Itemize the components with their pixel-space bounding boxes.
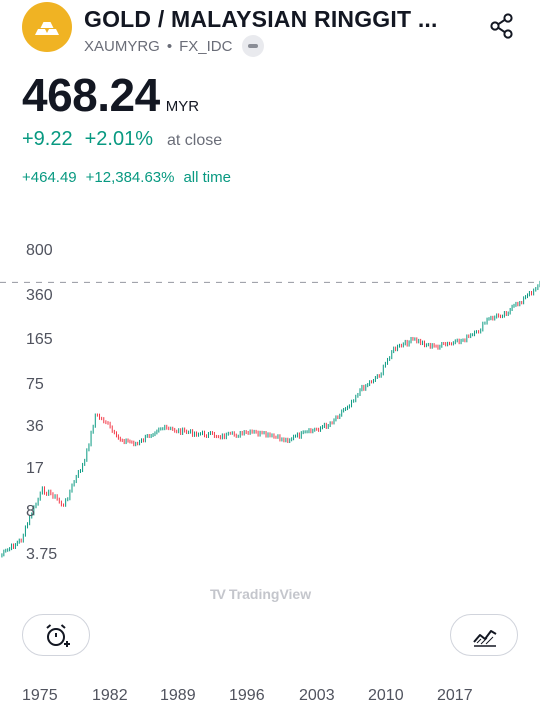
- y-axis-tick-label: 3.75: [26, 546, 58, 563]
- price-chart[interactable]: 800 360 165 75 36 17 8 3.75: [0, 230, 540, 630]
- x-axis-tick-label: 1975: [22, 687, 58, 704]
- gold-bars-icon: [22, 2, 72, 52]
- alltime-absolute: +464.49: [22, 169, 77, 186]
- symbol-ticker: XAUMYRG: [84, 37, 160, 55]
- x-axis: 1975 1982 1989 1996 2003 2010 2017: [0, 687, 540, 709]
- symbol-subtitle: XAUMYRG • FX_IDC: [84, 35, 265, 57]
- daily-change: +9.22 +2.01% at close: [22, 128, 222, 151]
- x-axis-tick-label: 2017: [437, 687, 473, 704]
- x-axis-tick-label: 1996: [229, 687, 265, 704]
- exchange-source: FX_IDC: [179, 37, 233, 55]
- y-axis-tick-label: 165: [26, 331, 53, 349]
- y-axis-tick-label: 17: [26, 460, 44, 478]
- x-axis-tick-label: 1982: [92, 687, 128, 704]
- change-absolute: +9.22: [22, 128, 73, 150]
- open-full-chart-button[interactable]: [450, 614, 518, 656]
- tradingview-watermark: TV TradingView: [210, 586, 311, 602]
- price-block: 468.24 MYR: [22, 68, 199, 122]
- share-icon[interactable]: [488, 12, 516, 40]
- symbol-title: GOLD / MALAYSIAN RINGGIT ...: [84, 6, 438, 32]
- add-alert-button[interactable]: [22, 614, 90, 656]
- last-price: 468.24: [22, 69, 160, 121]
- x-axis-tick-label: 1989: [160, 687, 196, 704]
- y-axis-tick-label: 75: [26, 376, 44, 394]
- change-label: at close: [167, 132, 223, 149]
- y-axis-tick-label: 36: [26, 417, 44, 435]
- y-axis-tick-label: 800: [26, 242, 53, 259]
- full-chart-icon: [473, 630, 497, 647]
- watermark-text: TradingView: [228, 586, 312, 602]
- symbol-header: GOLD / MALAYSIAN RINGGIT ... XAUMYRG • F…: [22, 2, 532, 60]
- y-axis-tick-label: 360: [26, 287, 53, 305]
- alltime-percent: +12,384.63%: [85, 169, 175, 186]
- y-axis-tick-label: 8: [26, 503, 35, 521]
- change-percent: +2.01%: [84, 128, 153, 150]
- add-alert-icon: [46, 624, 70, 647]
- market-status-icon[interactable]: [242, 35, 265, 57]
- alltime-change: +464.49 +12,384.63% all time: [22, 169, 240, 186]
- separator-dot: •: [166, 37, 173, 55]
- x-axis-tick-label: 2010: [368, 687, 404, 704]
- x-axis-tick-label: 2003: [299, 687, 335, 704]
- alltime-label: all time: [183, 169, 231, 186]
- price-currency: MYR: [165, 98, 200, 115]
- price-chart-canvas: [0, 280, 540, 558]
- tradingview-logo-icon: TV: [210, 586, 226, 602]
